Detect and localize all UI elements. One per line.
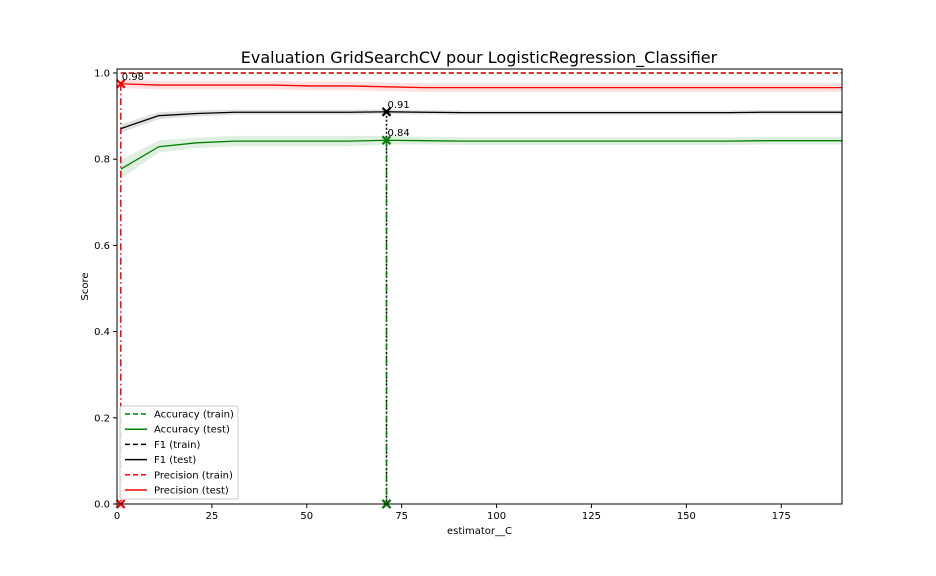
y-tick-label-4: 0.8 xyxy=(94,155,110,166)
best-label-2: 0.84 xyxy=(388,128,410,139)
y-tick-label-2: 0.4 xyxy=(94,327,110,338)
legend-label-1: Accuracy (test) xyxy=(154,425,230,436)
legend-label-4: Precision (train) xyxy=(154,470,233,481)
chart-title: Evaluation GridSearchCV pour LogisticReg… xyxy=(241,48,718,68)
series-line-5 xyxy=(120,83,842,89)
legend: Accuracy (train) Accuracy (test) F1 (train… xyxy=(119,405,239,500)
best-marker-1-0 xyxy=(381,107,392,117)
y-tick-label-5: 1.0 xyxy=(94,69,110,80)
series-line-1 xyxy=(120,139,842,170)
x-tick-label-2: 50 xyxy=(300,511,313,522)
x-axis-label: estimator__C xyxy=(447,526,512,537)
legend-label-5: Precision (test) xyxy=(154,486,229,497)
band-series-5 xyxy=(120,79,842,92)
x-tick-label-4: 100 xyxy=(487,511,506,522)
x-tick-label-0: 0 xyxy=(114,511,120,522)
y-axis-label: Score xyxy=(80,272,91,300)
best-label-1: 0.91 xyxy=(388,100,410,111)
legend-label-2: F1 (train) xyxy=(154,440,200,451)
series-line-3 xyxy=(120,111,842,130)
best-marker-0-0 xyxy=(116,78,126,89)
legend-label-3: F1 (test) xyxy=(154,455,196,466)
x-tick-label-7: 175 xyxy=(772,511,791,522)
x-tick-label-1: 25 xyxy=(206,511,219,522)
x-tick-label-5: 125 xyxy=(582,511,601,522)
y-tick-label-1: 0.2 xyxy=(94,413,110,424)
band-series-1 xyxy=(120,135,842,179)
legend-frame xyxy=(119,405,239,500)
best-marker-2-0 xyxy=(381,135,392,146)
plot-frame xyxy=(116,68,843,505)
y-tick-label-0: 0.0 xyxy=(94,500,110,511)
axes: 0 25 50 75 100 125 150 175 0.0 0.2 0.4 0.6 0.8 1.0 xyxy=(94,69,791,523)
legend-label-0: Accuracy (train) xyxy=(154,410,234,421)
best-label-0: 0.98 xyxy=(122,72,144,83)
x-tick-label-6: 150 xyxy=(677,511,696,522)
y-tick-label-3: 0.6 xyxy=(94,241,110,252)
x-tick-label-3: 75 xyxy=(395,511,408,522)
